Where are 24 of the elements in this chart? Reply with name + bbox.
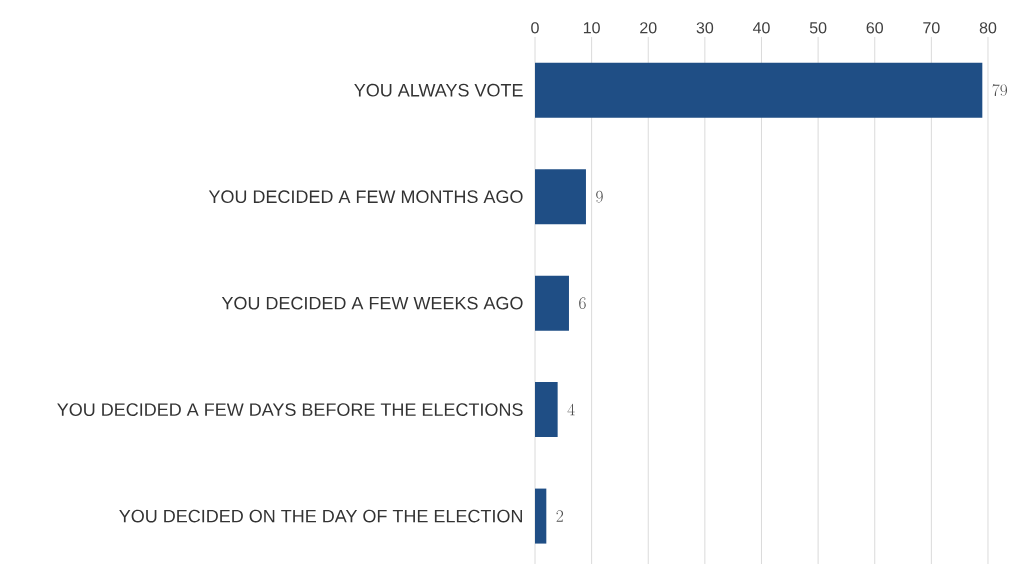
bar (535, 275, 569, 331)
y-tick-label: YOU DECIDED A FEW WEEKS AGO (221, 296, 523, 310)
x-tick-label: 10 (583, 22, 600, 34)
x-tick-label: 20 (640, 22, 657, 34)
bar (535, 169, 586, 225)
y-tick-label: YOU DECIDED ON THE DAY OF THE ELECTION (119, 509, 522, 523)
bar (535, 382, 558, 438)
data-label: 79 (992, 84, 1008, 97)
data-label: 9 (596, 190, 603, 203)
bar (535, 62, 983, 118)
x-tick-label: 0 (531, 22, 539, 34)
data-label: 2 (556, 510, 564, 522)
x-tick-label: 80 (979, 22, 997, 34)
bar (535, 488, 547, 544)
y-tick-label: YOU ALWAYS VOTE (354, 83, 523, 97)
x-tick-label: 70 (923, 22, 940, 34)
x-tick-label: 40 (752, 22, 770, 34)
data-label: 6 (579, 297, 586, 310)
x-tick-label: 60 (866, 22, 883, 34)
y-tick-label: YOU DECIDED A FEW DAYS BEFORE THE ELECTIONS (57, 403, 523, 416)
x-tick-label: 50 (809, 22, 827, 34)
data-label: 4 (567, 403, 575, 416)
y-tick-label: YOU DECIDED A FEW MONTHS AGO (208, 190, 523, 204)
x-tick-label: 30 (696, 22, 714, 34)
